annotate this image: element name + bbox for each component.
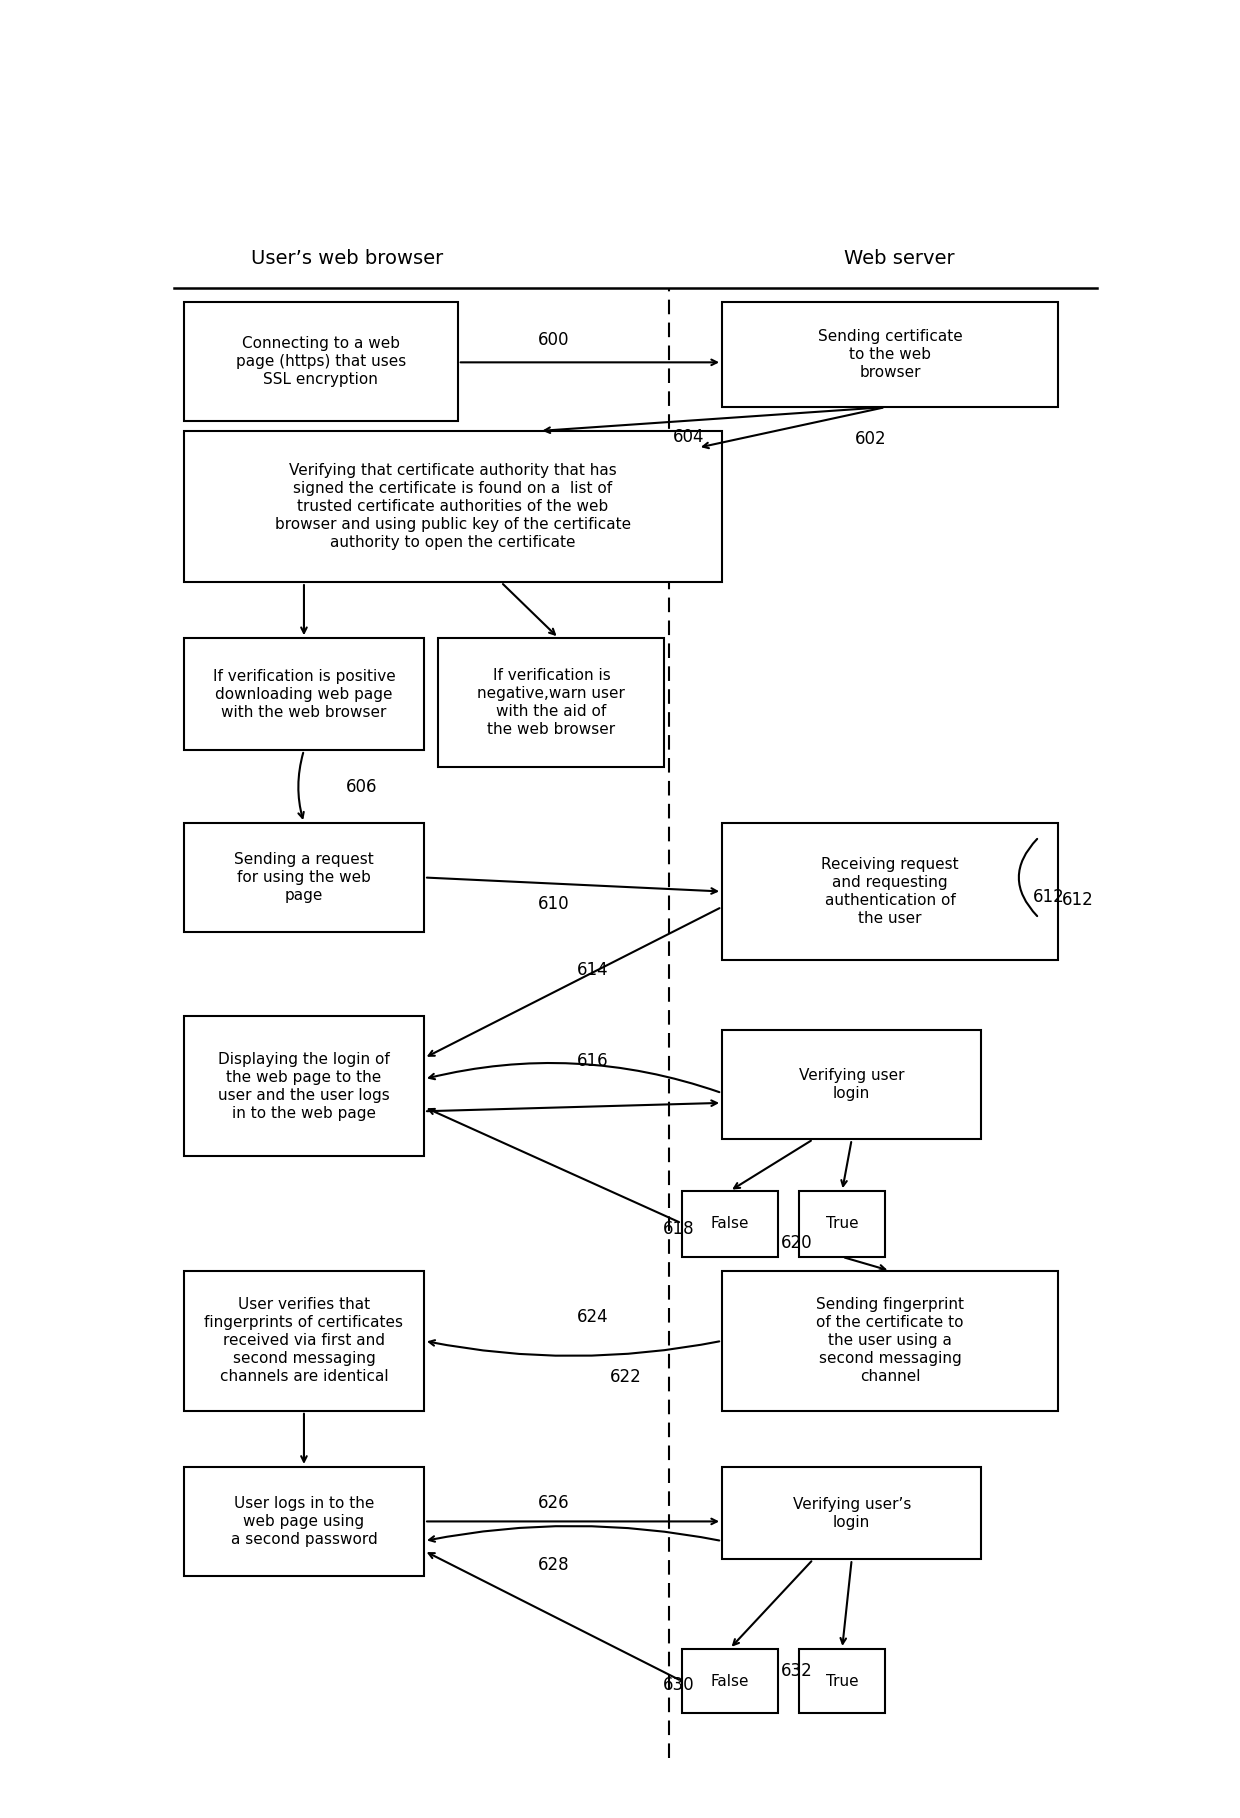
FancyBboxPatch shape [184,1016,424,1156]
FancyBboxPatch shape [722,1271,1058,1411]
Text: Sending certificate
to the web
browser: Sending certificate to the web browser [818,329,962,380]
Text: 622: 622 [610,1369,642,1387]
Text: True: True [826,1216,858,1231]
Text: 632: 632 [781,1662,813,1680]
Text: User logs in to the
web page using
a second password: User logs in to the web page using a sec… [231,1496,377,1547]
Text: Receiving request
and requesting
authentication of
the user: Receiving request and requesting authent… [821,856,959,925]
FancyBboxPatch shape [722,1031,982,1140]
Text: 604: 604 [672,427,704,445]
Text: Sending a request
for using the web
page: Sending a request for using the web page [234,853,373,904]
FancyBboxPatch shape [184,302,458,422]
Text: If verification is
negative,warn user
with the aid of
the web browser: If verification is negative,warn user wi… [477,667,625,736]
Text: 612: 612 [1033,887,1065,905]
FancyBboxPatch shape [184,1271,424,1411]
Text: 612: 612 [1061,891,1094,909]
Text: False: False [711,1674,749,1689]
Text: 624: 624 [577,1307,608,1325]
FancyBboxPatch shape [184,1467,424,1576]
Text: Verifying that certificate authority that has
signed the certificate is found on: Verifying that certificate authority tha… [275,464,631,551]
FancyBboxPatch shape [184,824,424,933]
Text: 626: 626 [538,1494,569,1513]
FancyBboxPatch shape [184,638,424,751]
Text: 618: 618 [663,1220,694,1238]
Text: 614: 614 [577,962,608,978]
Text: Connecting to a web
page (https) that uses
SSL encryption: Connecting to a web page (https) that us… [236,336,405,387]
FancyBboxPatch shape [799,1649,885,1713]
FancyBboxPatch shape [439,638,665,767]
Text: 600: 600 [538,331,569,349]
FancyBboxPatch shape [722,1467,982,1560]
Text: 602: 602 [856,431,887,449]
Text: True: True [826,1674,858,1689]
FancyBboxPatch shape [722,824,1058,960]
Text: 616: 616 [577,1053,608,1069]
Text: User verifies that
fingerprints of certificates
received via first and
second me: User verifies that fingerprints of certi… [205,1298,403,1383]
Text: 610: 610 [538,894,569,913]
FancyBboxPatch shape [799,1191,885,1256]
Text: Web server: Web server [844,249,955,267]
Text: If verification is positive
downloading web page
with the web browser: If verification is positive downloading … [212,669,396,720]
Text: 628: 628 [538,1556,569,1574]
Text: Displaying the login of
the web page to the
user and the user logs
in to the web: Displaying the login of the web page to … [218,1051,389,1120]
Text: Verifying user’s
login: Verifying user’s login [792,1496,911,1529]
Text: User’s web browser: User’s web browser [250,249,444,267]
Text: Sending fingerprint
of the certificate to
the user using a
second messaging
chan: Sending fingerprint of the certificate t… [816,1298,965,1383]
FancyBboxPatch shape [682,1649,777,1713]
FancyBboxPatch shape [184,431,722,582]
Text: False: False [711,1216,749,1231]
Text: 606: 606 [346,778,377,796]
Text: 630: 630 [663,1676,694,1694]
Text: Verifying user
login: Verifying user login [799,1069,904,1102]
Text: 620: 620 [781,1234,812,1253]
FancyBboxPatch shape [722,302,1058,407]
FancyBboxPatch shape [682,1191,777,1256]
